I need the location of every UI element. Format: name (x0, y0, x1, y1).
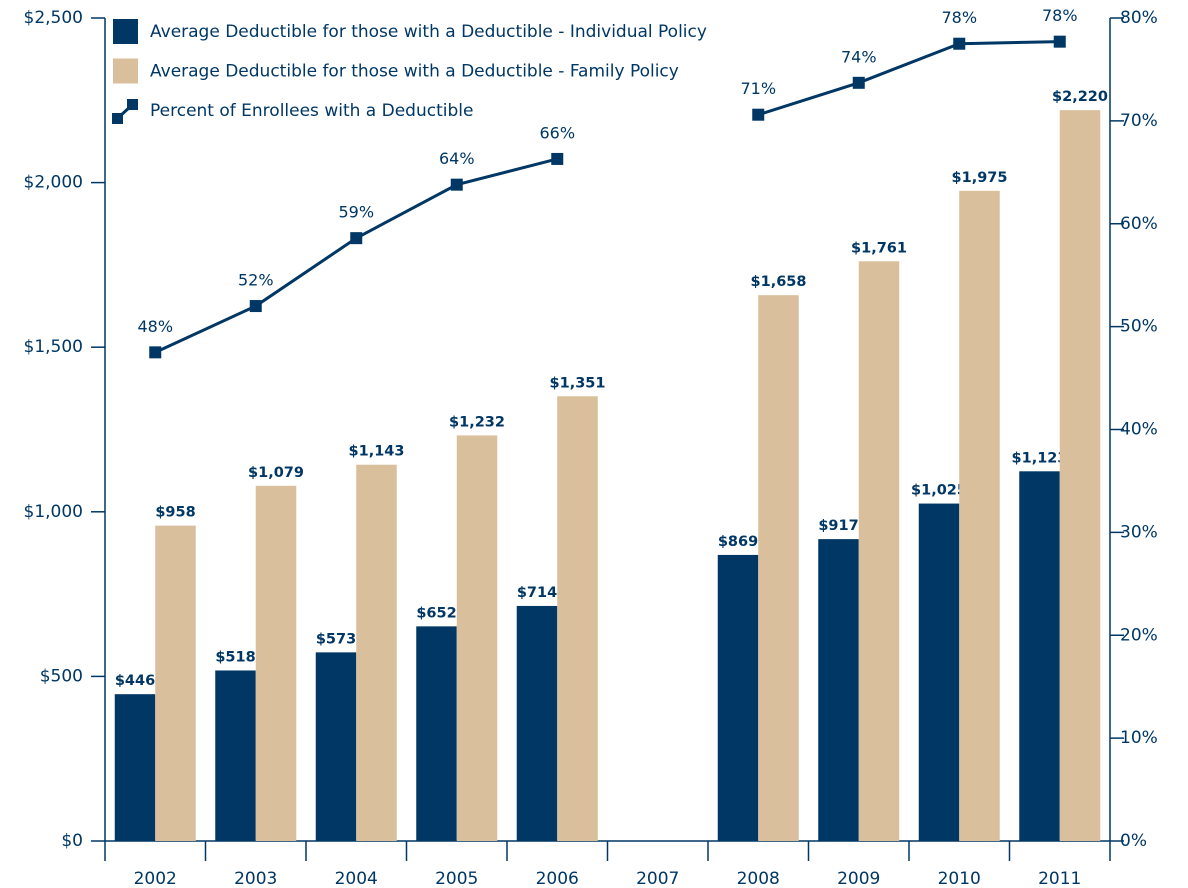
y-tick-label: $1,500 (24, 337, 83, 357)
line-marker (450, 178, 463, 191)
x-tick-label: 2002 (134, 869, 177, 888)
line-marker (551, 152, 564, 165)
y2-tick-label: 40% (1120, 420, 1158, 440)
line-value-label: 52% (238, 271, 274, 290)
legend-swatch (113, 19, 138, 44)
line-marker (149, 346, 162, 359)
bar-value-label: $1,143 (349, 444, 405, 460)
x-tick-label: 2003 (234, 869, 277, 888)
bar (1019, 471, 1060, 841)
bar (356, 464, 397, 841)
bar-value-label: $1,761 (851, 240, 907, 256)
line-marker (752, 108, 765, 121)
line-value-label: 66% (539, 123, 575, 142)
x-tick-label: 2009 (837, 869, 880, 888)
bar-value-label: $573 (316, 631, 356, 647)
legend-label: Percent of Enrollees with a Deductible (150, 101, 473, 121)
bar (114, 694, 156, 841)
y-tick-label: $500 (40, 666, 83, 686)
x-tick-label: 2008 (737, 869, 780, 888)
bar (959, 190, 1000, 841)
bar (758, 295, 799, 841)
bar-value-label: $958 (155, 505, 195, 521)
y2-tick-label: 70% (1120, 111, 1158, 131)
line-marker (1053, 35, 1066, 48)
legend-label: Average Deductible for those with a Dedu… (150, 62, 679, 82)
y2-tick-label: 30% (1120, 522, 1158, 542)
line (154, 40, 1060, 354)
line-value-label: 71% (740, 79, 776, 98)
bar (516, 605, 558, 841)
line-value-label: 48% (137, 317, 173, 336)
bar (255, 485, 297, 841)
bar-value-label: $1,975 (952, 170, 1008, 186)
bar-value-label: $1,351 (550, 375, 606, 391)
line-marker (350, 232, 363, 245)
y2-tick-label: 20% (1120, 625, 1158, 645)
bar (717, 554, 759, 841)
x-tick-label: 2004 (335, 869, 378, 888)
bar-value-label: $1,232 (449, 414, 505, 430)
bar-value-label: $917 (818, 518, 858, 534)
bar (918, 503, 960, 841)
legend-swatch (113, 58, 138, 84)
y2-tick-label: 60% (1120, 214, 1158, 234)
bar (456, 435, 498, 841)
bar-value-label: $1,123 (1012, 450, 1068, 466)
bar (155, 525, 196, 841)
bar (315, 652, 357, 841)
bar-value-label: $869 (718, 534, 758, 550)
line-value-label: 78% (1042, 6, 1078, 25)
bar-value-label: $518 (215, 649, 255, 665)
legend-swatch (112, 113, 123, 124)
x-tick-label: 2010 (938, 869, 981, 888)
bar (858, 261, 900, 841)
line-marker (953, 37, 966, 50)
x-tick-label: 2011 (1038, 869, 1081, 888)
line-value-label: 59% (338, 203, 374, 222)
bar (557, 396, 598, 841)
bar-value-label: $446 (115, 673, 155, 689)
bar-value-label: $1,658 (751, 274, 807, 290)
line-value-label: 64% (439, 149, 475, 168)
x-tick-label: 2006 (536, 869, 579, 888)
bar-value-label: $1,079 (248, 465, 304, 481)
legend-label: Average Deductible for those with a Dedu… (150, 22, 707, 42)
line-marker (249, 300, 262, 313)
y2-tick-label: 0% (1120, 831, 1147, 851)
bar (1059, 110, 1101, 841)
line-value-label: 74% (841, 47, 877, 66)
bar-value-label: $1,025 (911, 483, 967, 499)
bar (416, 626, 457, 841)
bar (215, 670, 256, 841)
bar-value-label: $652 (416, 605, 456, 621)
x-tick-label: 2005 (435, 869, 478, 888)
bar-value-label: $2,220 (1052, 89, 1108, 105)
y2-tick-label: 80% (1120, 8, 1158, 28)
line-value-label: 78% (941, 8, 977, 27)
x-tick-label: 2007 (636, 869, 679, 888)
legend-swatch (127, 99, 138, 110)
y2-tick-label: 50% (1120, 317, 1158, 337)
y2-tick-label: 10% (1120, 728, 1158, 748)
y-tick-label: $0 (61, 831, 83, 851)
y-tick-label: $2,500 (24, 8, 83, 28)
bar (818, 539, 859, 841)
y-tick-label: $2,000 (24, 173, 83, 193)
bar-value-label: $714 (517, 585, 557, 601)
line-marker (852, 76, 865, 89)
y-tick-label: $1,000 (24, 502, 83, 522)
